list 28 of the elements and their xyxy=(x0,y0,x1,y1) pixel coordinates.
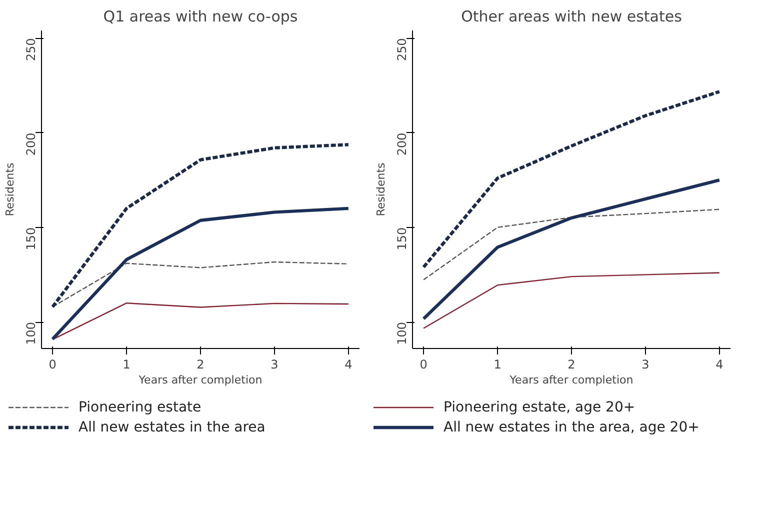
legend-label: All new estates in the area, age 20+ xyxy=(444,420,700,436)
x-tick-label: 1 xyxy=(122,358,130,372)
x-tick-label: 1 xyxy=(494,358,502,372)
x-tick-label: 2 xyxy=(568,358,576,372)
x-axis-title: Years after completion xyxy=(508,374,634,386)
x-tick-label: 3 xyxy=(270,358,278,372)
y-tick-label: 100 xyxy=(24,322,38,345)
y-tick-label: 200 xyxy=(24,132,38,156)
y-axis-title: Residents xyxy=(4,162,16,216)
y-tick-label: 200 xyxy=(395,132,409,156)
legend-label: Pioneering estate, age 20+ xyxy=(444,400,636,416)
x-tick-label: 0 xyxy=(420,358,428,372)
x-tick-label: 2 xyxy=(196,358,204,372)
x-tick-label: 4 xyxy=(716,358,724,372)
x-tick-label: 3 xyxy=(642,358,650,372)
x-tick-label: 4 xyxy=(344,358,352,372)
y-tick-label: 150 xyxy=(395,227,409,250)
legend-label: All new estates in the area xyxy=(78,420,266,436)
y-tick-label: 150 xyxy=(24,227,38,250)
y-tick-label: 100 xyxy=(395,322,409,345)
y-tick-label: 250 xyxy=(24,38,38,61)
x-axis-title: Years after completion xyxy=(138,374,262,386)
x-tick-label: 0 xyxy=(48,358,56,372)
legend-label: Pioneering estate xyxy=(78,400,202,416)
chart-title: Other areas with new estates xyxy=(461,8,682,26)
y-axis-title: Residents xyxy=(374,162,388,216)
chart-title: Q1 areas with new co-ops xyxy=(103,8,298,26)
y-tick-label: 250 xyxy=(395,38,409,61)
